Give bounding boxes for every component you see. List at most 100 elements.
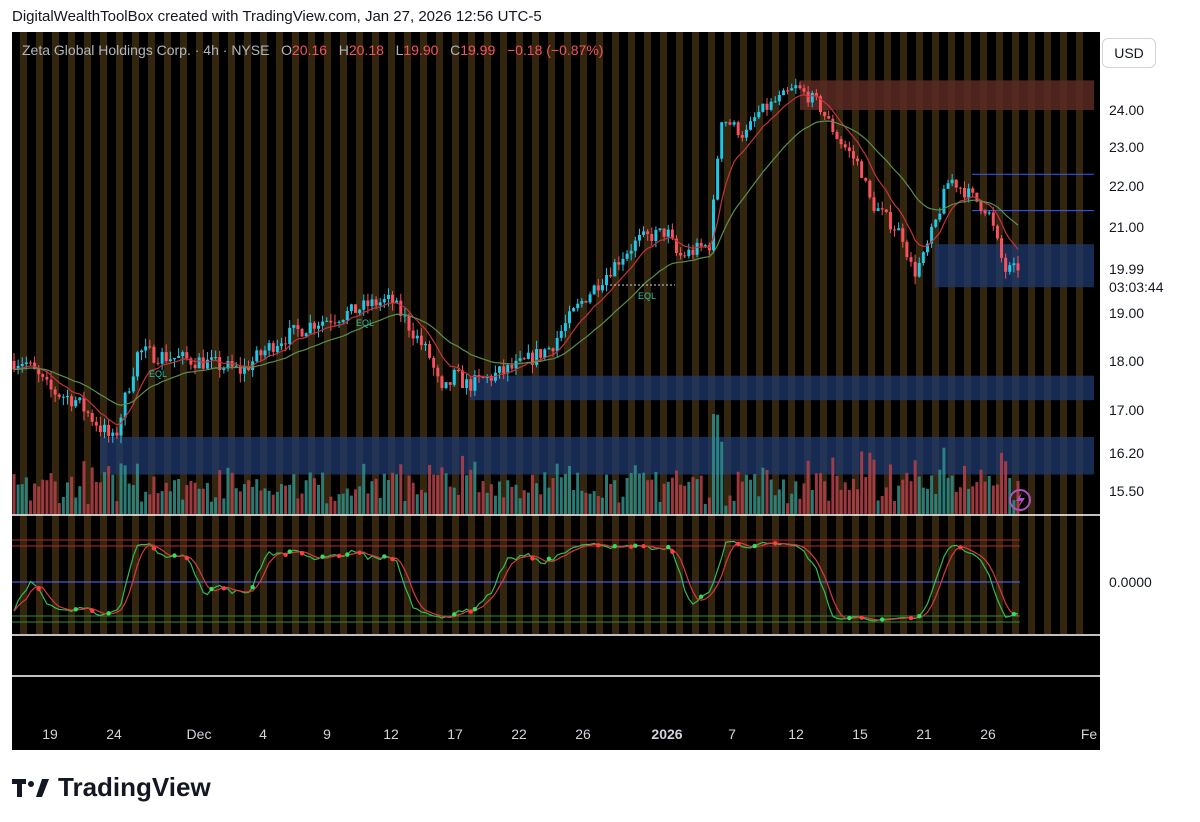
volume-bar — [888, 464, 892, 514]
volume-bar — [621, 496, 625, 514]
session-stripe — [916, 32, 923, 634]
volume-bar — [465, 475, 469, 514]
candle-body — [909, 257, 913, 262]
candle-body — [382, 298, 386, 303]
volume-bar — [860, 451, 864, 514]
candle-body — [572, 308, 576, 312]
candle-body — [238, 365, 242, 374]
low-value: 19.90 — [403, 42, 439, 58]
candle-body — [592, 285, 596, 295]
session-stripe — [564, 32, 571, 634]
volume-bar — [304, 480, 308, 514]
volume-bar — [707, 497, 711, 514]
volume-bar — [61, 497, 65, 514]
volume-bar — [670, 477, 674, 514]
volume-bar — [732, 500, 736, 514]
volume-bar — [666, 481, 670, 514]
volume-bar — [712, 414, 716, 514]
candle-body — [905, 241, 909, 258]
currency-button[interactable]: USD — [1102, 38, 1156, 68]
oscillator-cross-dot — [670, 549, 675, 555]
candle-body — [20, 363, 24, 366]
candle-body — [991, 212, 995, 226]
candle-body — [386, 294, 390, 299]
eql-annotation: EQL — [638, 291, 656, 301]
volume-bar — [90, 467, 94, 514]
volume-bar — [94, 481, 98, 514]
volume-bar — [284, 485, 288, 514]
volume-bar — [481, 481, 485, 514]
volume-bar — [773, 495, 777, 514]
oscillator-cross-dot — [452, 612, 457, 617]
candle-body — [716, 158, 720, 200]
volume-bar — [724, 505, 728, 514]
oscillator-cross-dot — [596, 543, 601, 548]
oscillator-cross-dot — [666, 544, 671, 550]
candle-body — [193, 364, 197, 369]
volume-bar — [605, 474, 609, 514]
oscillator-cross-dot — [250, 585, 255, 590]
x-tick-label: Dec — [186, 726, 212, 742]
candle-body — [489, 376, 493, 381]
volume-bar — [98, 482, 102, 514]
candle-body — [98, 425, 102, 433]
oscillator-cross-dot — [299, 551, 305, 556]
session-stripe — [276, 32, 283, 634]
candle-body — [366, 300, 370, 307]
volume-bar — [617, 502, 621, 514]
candle-body — [423, 344, 427, 346]
volume-bar — [950, 475, 954, 514]
candle-body — [370, 299, 374, 307]
candle-body — [884, 209, 888, 212]
footer-logo[interactable]: TradingView — [12, 772, 211, 803]
candle-body — [670, 229, 674, 239]
oscillator-zero-label: 0.0000 — [1109, 574, 1152, 590]
oscillator-cross-dot — [151, 546, 157, 551]
ohlc-legend: Zeta Global Holdings Corp. · 4h · NYSE O… — [22, 42, 603, 58]
volume-bar — [584, 492, 588, 514]
oscillator-cross-dot — [530, 556, 535, 561]
session-stripe — [980, 32, 987, 634]
candle-body — [57, 394, 61, 397]
candle-body — [61, 396, 65, 398]
volume-bar — [691, 477, 695, 514]
candle-body — [823, 111, 827, 117]
volume-bar — [901, 479, 905, 514]
candle-body — [868, 180, 872, 198]
candle-body — [835, 131, 839, 139]
volume-bar — [156, 493, 160, 514]
volume-bar — [296, 498, 300, 514]
volume-bar — [913, 460, 917, 514]
candle-body — [321, 321, 325, 326]
volume-bar — [769, 479, 773, 514]
volume-bar — [263, 488, 267, 514]
oscillator-cross-dot — [908, 615, 914, 621]
session-stripe — [324, 32, 331, 634]
volume-bar — [205, 482, 209, 514]
session-stripe — [52, 32, 59, 634]
candle-body — [28, 362, 32, 364]
volume-bar — [440, 467, 444, 514]
session-stripe — [1060, 32, 1067, 634]
volume-bar — [658, 501, 662, 514]
oscillator-layer — [12, 539, 1020, 623]
candle-body — [971, 188, 975, 193]
volume-bar — [193, 482, 197, 514]
volume-bar — [333, 500, 337, 514]
candle-body — [1004, 257, 1008, 272]
candle-body — [16, 365, 20, 370]
candle-body — [831, 118, 835, 132]
candle-body — [983, 210, 987, 214]
oscillator-cross-dot — [390, 556, 395, 562]
session-stripe — [932, 32, 939, 634]
candle-body — [123, 392, 127, 418]
candle-body — [45, 376, 49, 380]
volume-bar — [514, 484, 518, 514]
price-scale[interactable] — [1100, 32, 1200, 750]
candle-body — [214, 357, 218, 359]
candle-body — [185, 352, 189, 359]
ema-slow-line — [13, 120, 1019, 406]
candle-body — [41, 374, 45, 377]
candle-body — [210, 357, 214, 360]
